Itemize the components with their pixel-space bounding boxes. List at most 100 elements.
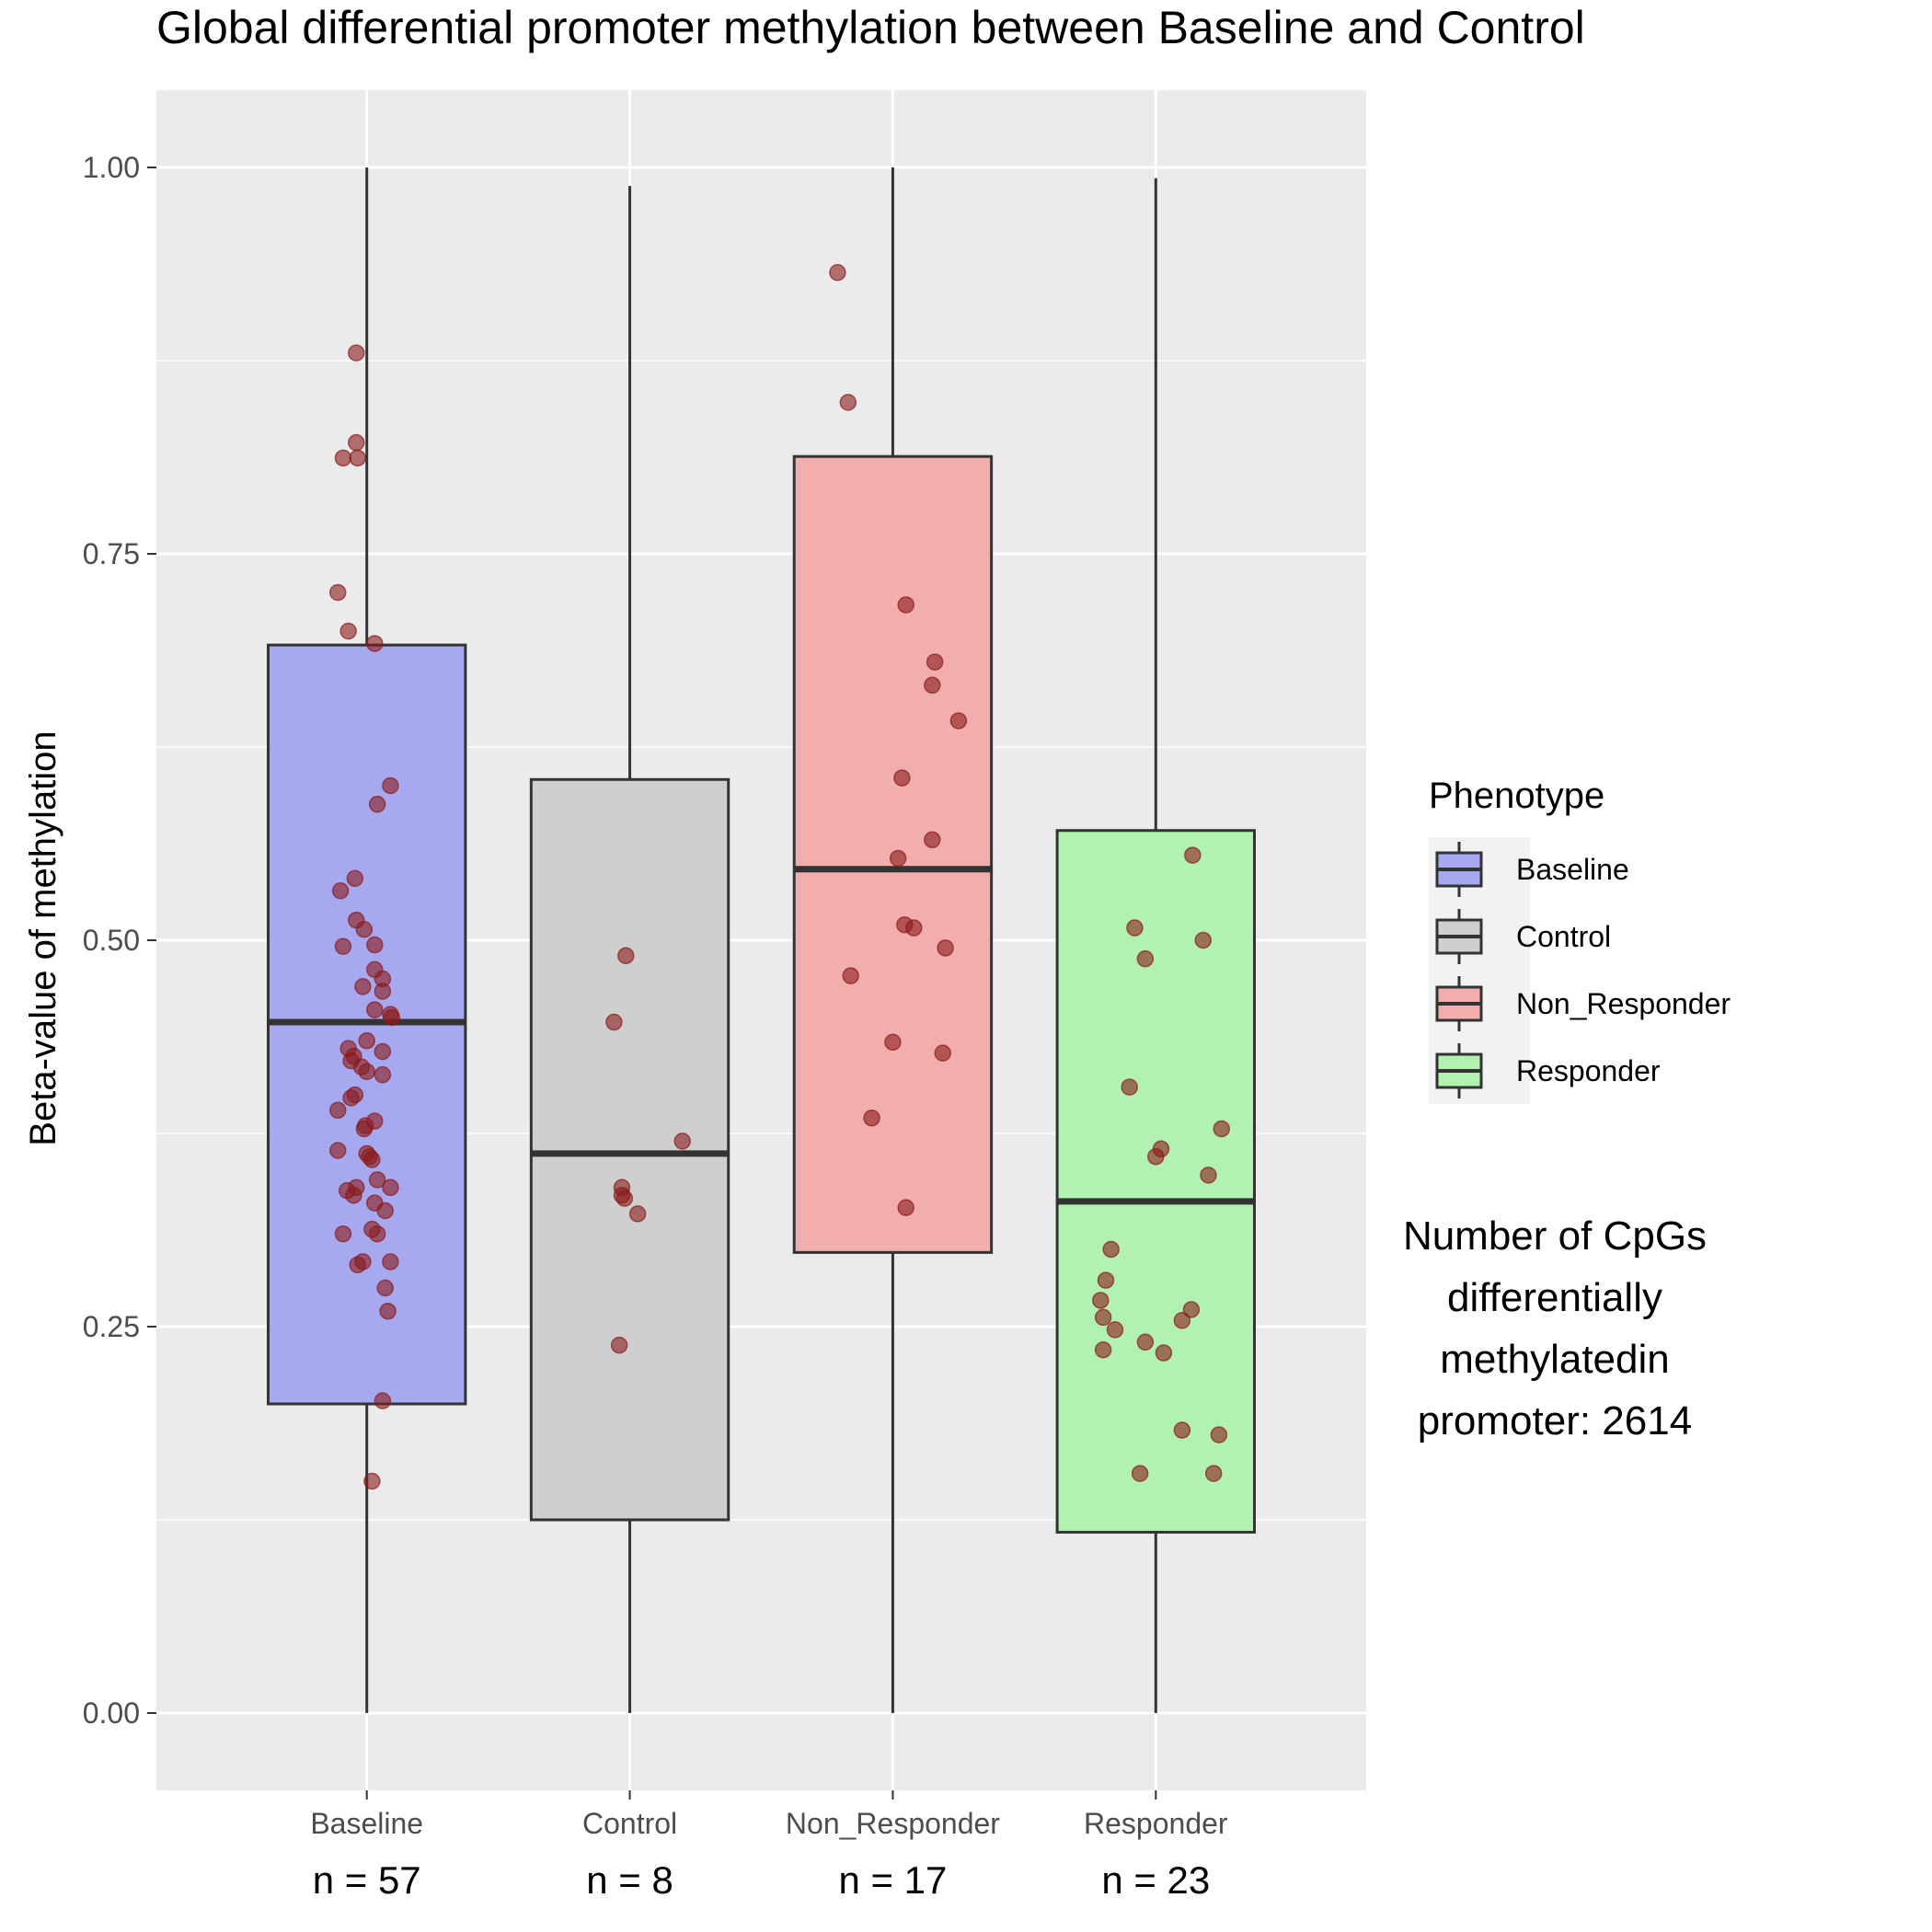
x-tick-label: Responder xyxy=(1084,1807,1228,1840)
data-point xyxy=(358,1063,375,1081)
data-point xyxy=(615,1190,634,1207)
data-point xyxy=(949,712,968,730)
data-point xyxy=(1173,1312,1191,1329)
data-point xyxy=(1131,1465,1149,1482)
n-count-label: n = 57 xyxy=(313,1858,421,1902)
data-point xyxy=(1182,1301,1201,1318)
data-point xyxy=(1092,1292,1110,1309)
data-point xyxy=(829,263,846,282)
data-point xyxy=(897,1199,914,1216)
data-point xyxy=(1213,1120,1231,1138)
data-point xyxy=(374,1065,392,1084)
y-axis-title: Beta-value of methylation xyxy=(23,730,63,1145)
data-point xyxy=(368,1225,386,1243)
data-point xyxy=(354,978,372,995)
data-point xyxy=(368,1171,386,1189)
data-point xyxy=(334,1225,352,1243)
data-point xyxy=(329,1101,347,1120)
data-point xyxy=(348,344,365,362)
data-point xyxy=(934,1044,951,1062)
data-point xyxy=(346,869,364,888)
data-point xyxy=(382,1253,399,1271)
legend-label: Responder xyxy=(1516,1054,1661,1087)
data-point xyxy=(348,433,365,452)
chart-title: Global differential promoter methylation… xyxy=(156,2,1585,53)
boxplots xyxy=(266,167,1257,1713)
y-tick-label: 0.00 xyxy=(83,1696,140,1730)
data-point xyxy=(1136,1333,1155,1351)
data-point xyxy=(1184,846,1202,864)
data-point xyxy=(382,776,399,795)
data-point xyxy=(617,947,635,965)
data-point xyxy=(358,1031,375,1050)
n-count-label: n = 23 xyxy=(1101,1858,1210,1902)
y-tick-label: 0.75 xyxy=(83,537,140,570)
data-point xyxy=(376,1202,394,1220)
data-point xyxy=(374,983,392,1000)
n-count-label: n = 17 xyxy=(838,1858,947,1902)
x-tick-label: Control xyxy=(582,1807,677,1840)
data-point xyxy=(1200,1167,1217,1184)
data-point xyxy=(1136,949,1155,968)
data-point xyxy=(1094,1340,1112,1359)
data-point xyxy=(1121,1078,1138,1096)
data-point xyxy=(610,1336,628,1354)
data-point xyxy=(374,1392,392,1409)
legend-label: Control xyxy=(1516,920,1611,953)
data-point xyxy=(1094,1308,1112,1327)
data-point xyxy=(924,831,941,849)
y-tick-label: 0.25 xyxy=(83,1310,140,1343)
data-point xyxy=(379,1302,397,1320)
data-point xyxy=(884,1033,902,1052)
x-axis: Baseline n = 57 Control n = 8 Non_Respondern… xyxy=(310,1790,1228,1902)
iqr-box xyxy=(1055,829,1257,1534)
data-point xyxy=(355,920,374,938)
data-point xyxy=(357,1117,374,1134)
data-point xyxy=(1155,1344,1173,1362)
data-point xyxy=(339,622,357,640)
note-line: promoter: 2614 xyxy=(1418,1398,1692,1443)
data-point xyxy=(345,1186,362,1204)
data-point xyxy=(368,795,386,813)
data-point xyxy=(1210,1426,1228,1443)
data-point xyxy=(897,596,914,614)
data-point xyxy=(839,394,857,411)
data-point xyxy=(863,1109,880,1127)
data-point xyxy=(374,1042,392,1061)
data-point xyxy=(1173,1421,1191,1439)
note-line: differentially xyxy=(1447,1275,1662,1320)
data-point xyxy=(342,1089,360,1107)
data-point xyxy=(1106,1321,1124,1339)
data-point xyxy=(1194,931,1213,949)
data-point xyxy=(905,919,923,937)
note-line: Number of CpGs xyxy=(1403,1213,1707,1259)
legend-title: Phenotype xyxy=(1429,776,1604,816)
data-point xyxy=(889,849,907,868)
data-point xyxy=(628,1205,647,1223)
legend-item-control: Control xyxy=(1435,909,1611,964)
y-axis: 0.00 0.25 0.50 0.75 1.00 xyxy=(83,151,156,1730)
data-point xyxy=(1097,1271,1115,1289)
legend-item-responder: Responder xyxy=(1435,1043,1661,1098)
data-point xyxy=(893,769,911,787)
data-point xyxy=(1102,1240,1120,1259)
jitter-points xyxy=(329,263,1231,1490)
data-point xyxy=(329,583,347,602)
boxplot-baseline xyxy=(266,167,467,1713)
data-point xyxy=(354,1253,372,1271)
legend-item-non-responder: Non_Responder xyxy=(1435,976,1731,1031)
data-point xyxy=(363,1151,381,1168)
data-point xyxy=(605,1013,623,1031)
iqr-box xyxy=(529,777,730,1522)
data-point xyxy=(349,449,366,467)
data-point xyxy=(382,1179,399,1197)
data-point xyxy=(1126,919,1144,937)
data-point xyxy=(673,1133,691,1150)
data-point xyxy=(926,653,944,671)
data-point xyxy=(334,449,352,467)
n-count-label: n = 8 xyxy=(586,1858,673,1902)
data-point xyxy=(366,936,384,954)
cpg-count-note: Number of CpGs differentially methylatedin… xyxy=(1403,1213,1707,1443)
x-tick-label: Non_Responder xyxy=(786,1807,1000,1840)
legend: Phenotype Baseline Control Non_Responder Re… xyxy=(1429,776,1731,1104)
